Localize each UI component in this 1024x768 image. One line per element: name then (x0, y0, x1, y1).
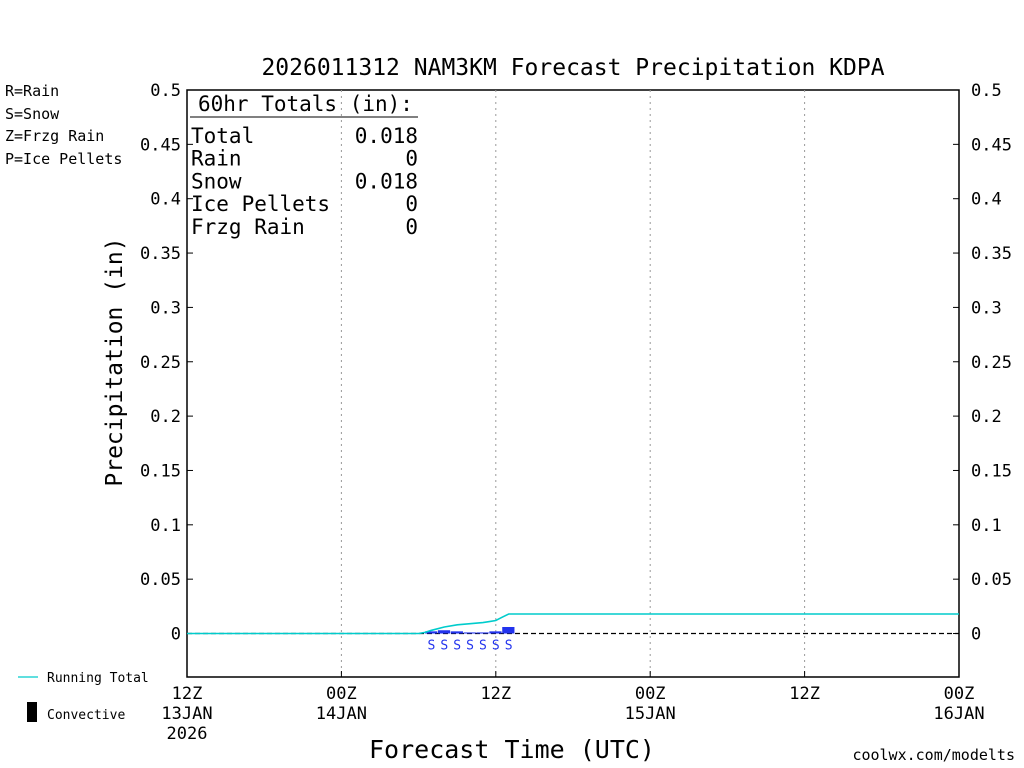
y-tick-label-right: 0.45 (971, 135, 1012, 155)
snow-bar (463, 632, 476, 634)
snow-marker: S (440, 639, 448, 654)
y-tick-label-left: 0.2 (150, 407, 181, 427)
snow-marker: S (479, 639, 487, 654)
legend-frzg-rain: Z=Frzg Rain (5, 127, 104, 145)
y-tick-label-right: 0.1 (971, 516, 1002, 536)
y-tick-label-left: 0.05 (140, 570, 181, 590)
y-tick-label-left: 0.15 (140, 461, 181, 481)
totals-row-label: Total (191, 124, 254, 148)
plot-frame (186, 89, 960, 678)
snow-marker: S (428, 639, 436, 654)
y-tick-label-right: 0.3 (971, 298, 1002, 318)
y-tick-label-left: 0.25 (140, 353, 181, 373)
totals-row-value: 0 (405, 147, 418, 171)
y-tick-label-left: 0.3 (150, 298, 181, 318)
x-tick-label: 00Z (635, 684, 666, 704)
y-tick-label-left: 0.35 (140, 244, 181, 264)
x-tick-year-label: 2026 (167, 724, 208, 744)
y-axis-label: Precipitation (in) (102, 237, 128, 486)
totals-box: 60hr Totals (in): Total 0.018 Rain 0 Snow 0.0… (190, 92, 418, 239)
totals-row-label: Frzg Rain (191, 215, 305, 239)
snow-bar (437, 630, 451, 634)
credit-text: coolwx.com/modelts (852, 746, 1015, 764)
legend-ice-pellets: P=Ice Pellets (5, 150, 122, 168)
x-tick-label: 12Z (172, 684, 203, 704)
legend-convective: Convective (47, 708, 125, 723)
legend-running-total: Running Total (47, 671, 149, 686)
x-tick-date-label: 14JAN (316, 704, 367, 724)
snow-bar (489, 631, 502, 634)
x-tick-label: 12Z (789, 684, 820, 704)
x-tick-label: 12Z (480, 684, 511, 704)
snow-bar (425, 631, 438, 634)
y-tick-label-right: 0.05 (971, 570, 1012, 590)
y-tick-label-right: 0.4 (971, 190, 1002, 210)
chart-title: 2026011312 NAM3KM Forecast Precipitation… (261, 55, 884, 81)
x-tick-date-label: 16JAN (933, 704, 984, 724)
y-tick-label-left: 0.45 (140, 135, 181, 155)
snow-marker: S (466, 639, 474, 654)
y-tick-label-right: 0.15 (971, 461, 1012, 481)
snow-bar (450, 631, 463, 634)
y-tick-label-right: 0.5 (971, 81, 1002, 101)
snow-marker: S (453, 639, 461, 654)
snow-marker: S (505, 639, 513, 654)
x-tick-label: 00Z (944, 684, 975, 704)
y-tick-label-left: 0.4 (150, 190, 181, 210)
totals-row-value: 0 (405, 215, 418, 239)
totals-row-label: Snow (191, 169, 242, 193)
running-total-line (187, 613, 959, 635)
totals-row-label: Rain (191, 147, 242, 171)
snow-bar (476, 632, 489, 634)
series-legend: Running Total Convective (18, 671, 149, 723)
x-tick-date-label: 13JAN (161, 704, 212, 724)
y-tick-label-right: 0.25 (971, 353, 1012, 373)
legend-snow: S=Snow (5, 105, 60, 123)
y-tick-label-left: 0.1 (150, 516, 181, 536)
totals-row-value: 0.018 (355, 169, 418, 193)
x-tick-date-label: 15JAN (625, 704, 676, 724)
x-axis-label: Forecast Time (UTC) (369, 735, 655, 764)
totals-row-label: Ice Pellets (191, 192, 330, 216)
totals-header: 60hr Totals (in): (198, 92, 413, 116)
snow-marker: S (492, 639, 500, 654)
x-tick-label: 00Z (326, 684, 357, 704)
precip-type-legend: R=Rain S=Snow Z=Frzg Rain P=Ice Pellets (5, 82, 122, 168)
y-tick-label-right: 0 (971, 625, 981, 645)
convective-legend-bar (27, 702, 37, 722)
y-tick-label-left: 0.5 (150, 81, 181, 101)
y-tick-label-right: 0.35 (971, 244, 1012, 264)
y-tick-label-right: 0.2 (971, 407, 1002, 427)
legend-rain: R=Rain (5, 82, 59, 100)
snow-bar (502, 626, 515, 634)
totals-row-value: 0 (405, 192, 418, 216)
y-tick-label-left: 0 (171, 625, 181, 645)
totals-row-value: 0.018 (355, 124, 418, 148)
